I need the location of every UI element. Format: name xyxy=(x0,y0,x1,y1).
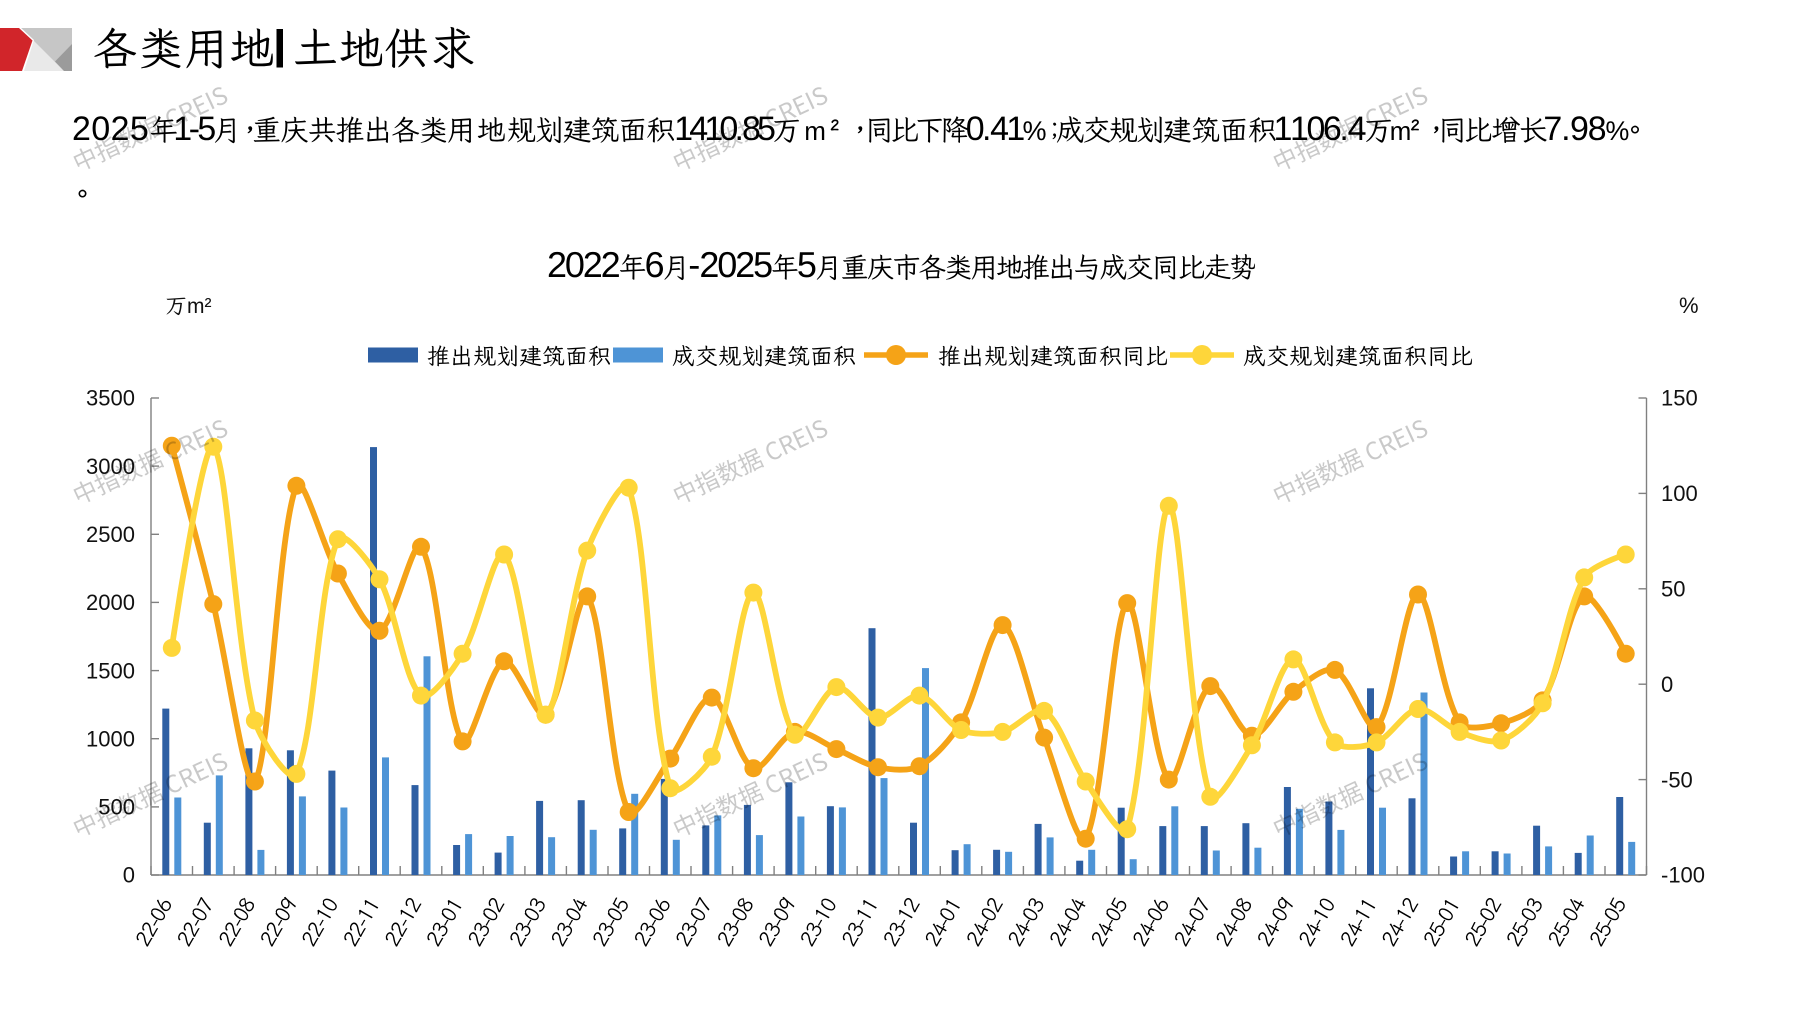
svg-text:3500: 3500 xyxy=(86,386,135,411)
svg-text:2500: 2500 xyxy=(86,522,135,547)
svg-text:2000: 2000 xyxy=(86,590,135,615)
svg-text:50: 50 xyxy=(1661,577,1685,602)
svg-text:-50: -50 xyxy=(1661,767,1693,792)
svg-text:m²: m² xyxy=(187,295,212,318)
svg-text:1500: 1500 xyxy=(86,658,135,683)
svg-text:%: % xyxy=(1679,293,1699,318)
svg-text:1000: 1000 xyxy=(86,726,135,751)
svg-text:-100: -100 xyxy=(1661,863,1705,888)
svg-text:3000: 3000 xyxy=(86,454,135,479)
svg-text:100: 100 xyxy=(1661,481,1698,506)
svg-text:0: 0 xyxy=(123,863,135,888)
svg-text:0: 0 xyxy=(1661,672,1673,697)
svg-text:150: 150 xyxy=(1661,386,1698,411)
